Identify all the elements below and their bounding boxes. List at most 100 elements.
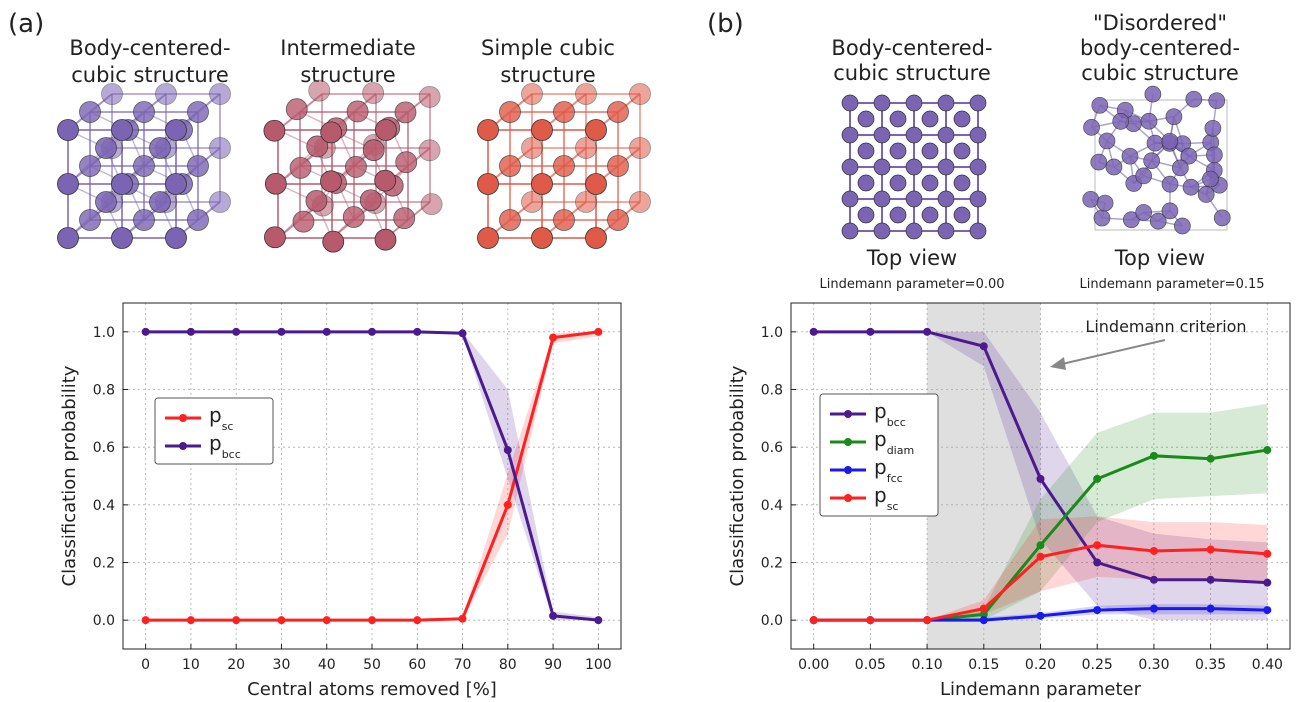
- lattice-atom: [922, 111, 938, 127]
- lattice-atom: [363, 140, 384, 161]
- lattice-atom: [1136, 168, 1152, 184]
- lattice-atom: [421, 194, 442, 215]
- x-tick-label: 20: [227, 657, 245, 673]
- lattice-atom: [608, 210, 629, 231]
- b-structure-2-title-2: body-centered-: [1080, 36, 1240, 60]
- lattice-atom: [478, 120, 499, 141]
- lattice-atom: [343, 206, 364, 227]
- legend-swatch-marker: [844, 494, 852, 502]
- lattice-atom: [858, 111, 874, 127]
- lattice-atom: [58, 120, 79, 141]
- legend-swatch-marker: [844, 438, 852, 446]
- lattice-atom: [522, 138, 543, 159]
- data-point: [187, 616, 195, 624]
- data-point: [1263, 550, 1271, 558]
- data-point: [277, 616, 285, 624]
- lattice-atom: [1174, 218, 1190, 234]
- lattice-atom: [938, 127, 954, 143]
- y-tick-label: 0.6: [93, 440, 115, 456]
- lattice-atom: [156, 84, 177, 105]
- data-point: [1207, 546, 1215, 554]
- lattice-atom: [970, 127, 986, 143]
- data-point: [980, 605, 988, 613]
- data-point: [1263, 579, 1271, 587]
- y-axis-label: Classification probability: [59, 365, 80, 586]
- x-tick-label: 0: [141, 657, 150, 673]
- y-tick-label: 0.8: [93, 383, 115, 399]
- lattice-atom: [554, 210, 575, 231]
- lattice-atom: [954, 175, 970, 191]
- lattice-atom: [890, 207, 906, 223]
- lattice-atom: [347, 101, 368, 122]
- lattice-atom: [842, 95, 858, 111]
- lattice-atom: [874, 223, 890, 239]
- data-point: [504, 446, 512, 454]
- chart-a: 0 10 20 30 40 50 60 70 80 90 100 0.0 0.2 0.4 0.6 0.8 1.0…: [59, 303, 621, 700]
- lattice-atom: [290, 157, 311, 178]
- lattice-atom: [858, 207, 874, 223]
- lattice-atom: [112, 228, 133, 249]
- y-tick-label: 0.0: [93, 613, 115, 629]
- data-point: [504, 501, 512, 509]
- lattice-atom: [394, 208, 415, 229]
- data-point: [277, 328, 285, 336]
- data-point: [413, 616, 421, 624]
- data-point: [549, 612, 557, 620]
- a-structure-3-title-2: structure: [500, 63, 595, 87]
- data-point: [232, 328, 240, 336]
- lattice-atom: [858, 175, 874, 191]
- data-point: [1093, 475, 1101, 483]
- lattice-atom: [1162, 133, 1178, 149]
- data-point: [459, 615, 467, 623]
- lattice-atom: [532, 120, 553, 141]
- lattice-atom: [522, 192, 543, 213]
- lattice-atom: [842, 159, 858, 175]
- lattice-atom: [938, 95, 954, 111]
- data-point: [187, 328, 195, 336]
- data-point: [810, 616, 818, 624]
- lattice-atom: [309, 80, 330, 101]
- lattice-atom: [58, 228, 79, 249]
- lattice-atom: [1202, 171, 1218, 187]
- x-tick-label: 50: [363, 657, 381, 673]
- lattice-atom: [922, 175, 938, 191]
- panel-b-label: (b): [707, 9, 744, 39]
- intermediate-lattice-illustration: [264, 80, 442, 252]
- lattice-atom: [906, 191, 922, 207]
- y-tick-label: 0.6: [761, 440, 783, 456]
- lattice-atom: [96, 138, 117, 159]
- data-point: [368, 616, 376, 624]
- lattice-atom: [363, 82, 384, 103]
- lattice-atom: [1141, 113, 1157, 129]
- lattice-atom: [1084, 119, 1100, 135]
- lattice-atom: [166, 174, 187, 195]
- b-structure-2-param: Lindemann parameter=0.15: [1079, 277, 1264, 292]
- y-tick-label: 0.4: [761, 498, 783, 514]
- lattice-atom: [500, 210, 521, 231]
- legend-swatch-marker: [844, 466, 852, 474]
- data-point: [980, 616, 988, 624]
- lattice-atom: [1183, 179, 1199, 195]
- data-point: [1037, 475, 1045, 483]
- lattice-atom: [906, 95, 922, 111]
- data-point: [368, 328, 376, 336]
- data-point: [232, 616, 240, 624]
- lattice-atom: [1091, 154, 1107, 170]
- lattice-atom: [1094, 210, 1110, 226]
- lattice-atom: [1144, 153, 1160, 169]
- x-tick-label: 40: [318, 657, 336, 673]
- disordered-bcc-top-view-illustration: [1083, 86, 1231, 234]
- data-point: [323, 328, 331, 336]
- lattice-atom: [166, 228, 187, 249]
- lattice-atom: [874, 159, 890, 175]
- lattice-atom: [586, 228, 607, 249]
- lattice-atom: [320, 171, 341, 192]
- lattice-atom: [970, 95, 986, 111]
- lattice-atom: [890, 111, 906, 127]
- bcc-lattice-illustration: [58, 84, 231, 249]
- lattice-atom: [1136, 204, 1152, 220]
- a-structure-1-title-2: cubic structure: [71, 63, 229, 87]
- lattice-atom: [1122, 148, 1138, 164]
- data-point: [413, 328, 421, 336]
- lattice-atom: [1186, 91, 1202, 107]
